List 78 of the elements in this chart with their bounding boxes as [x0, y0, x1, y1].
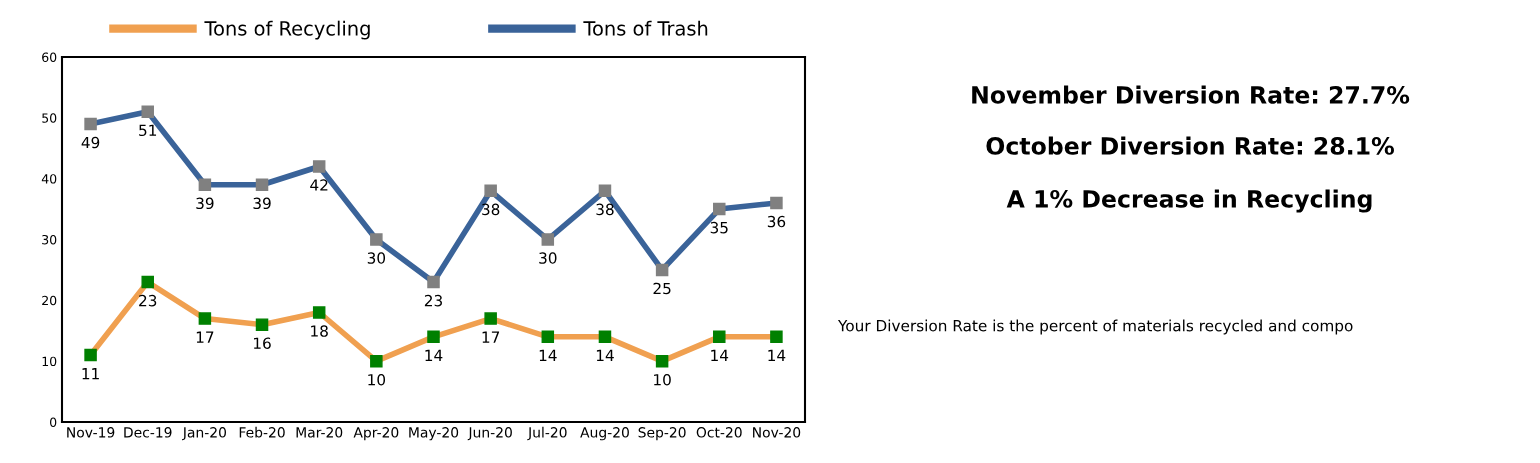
point: [427, 275, 440, 289]
point: [255, 178, 269, 192]
x-tick-label: Apr-20: [353, 427, 399, 441]
y-tick-label: 40: [41, 174, 57, 184]
legend-label: Tons of Recycling: [204, 20, 370, 40]
point: [484, 184, 497, 198]
data-label: 39: [253, 197, 271, 210]
point: [770, 196, 783, 210]
data-label: 36: [767, 215, 786, 228]
data-label: 10: [654, 373, 671, 386]
data-label: 14: [711, 349, 729, 361]
x-tick-label: Nov-19: [67, 427, 115, 438]
data-label: 10: [368, 373, 386, 386]
point: [198, 312, 212, 325]
text: Your Diversion Rate is the percent of materials recycled and compo: [837, 319, 1353, 335]
data-label: 14: [768, 349, 786, 361]
data-label: 51: [139, 124, 157, 137]
data-label: 42: [310, 179, 328, 191]
point: [484, 312, 497, 325]
point: [255, 318, 269, 331]
point: [598, 184, 612, 198]
point: [370, 354, 383, 368]
point: [141, 275, 154, 289]
x-tick-label: Jul-20: [527, 426, 567, 441]
legend-label: Tons of Trash: [583, 20, 708, 36]
y-tick-label: 30: [42, 234, 57, 245]
data-label: 35: [710, 221, 728, 234]
text: November Diversion Rate: 27.7%: [972, 85, 1410, 104]
y-tick-label: 0: [50, 417, 57, 427]
data-label: 11: [82, 368, 99, 380]
point: [713, 202, 726, 216]
y-tick-label: 20: [42, 295, 57, 306]
point: [541, 330, 555, 344]
data-label: 38: [482, 203, 500, 216]
data-label: 23: [139, 294, 157, 307]
point: [370, 233, 383, 246]
data-label: 49: [81, 136, 100, 149]
point: [770, 330, 783, 344]
point: [141, 105, 154, 119]
data-label: 16: [254, 337, 271, 349]
point: [198, 178, 212, 192]
x-tick-label: May-20: [409, 427, 459, 441]
data-label: 17: [482, 331, 500, 343]
x-tick-label: Nov-20: [753, 427, 801, 438]
x-tick-label: Feb-20: [239, 426, 285, 438]
point: [312, 160, 326, 173]
point: [655, 354, 669, 368]
point: [84, 117, 97, 131]
y-tick-label: 10: [42, 356, 57, 367]
point: [312, 306, 326, 319]
data-label: 30: [367, 252, 386, 264]
x-tick-label: Sep-20: [638, 427, 686, 441]
point: [655, 263, 669, 277]
x-tick-label: Oct-20: [696, 427, 742, 438]
x-tick-label: Jan-20: [182, 427, 227, 441]
y-tick-label: 60: [42, 52, 57, 62]
x-tick-label: Jun-20: [467, 427, 512, 441]
data-label: 39: [196, 197, 214, 210]
point: [598, 330, 612, 344]
point: [84, 348, 97, 362]
data-label: 23: [424, 294, 442, 307]
y-tick-label: 50: [42, 113, 57, 123]
data-label: 17: [196, 331, 214, 343]
data-label: 14: [596, 349, 614, 361]
x-tick-label: Aug-20: [580, 427, 629, 441]
point: [713, 330, 726, 344]
data-label: 14: [539, 349, 557, 361]
point: [541, 233, 555, 246]
x-tick-label: Dec-19: [124, 427, 172, 438]
data-label: 14: [425, 349, 443, 361]
data-label: 38: [596, 203, 614, 216]
text: October Diversion Rate: 28.1%: [986, 136, 1394, 155]
data-label: 30: [539, 252, 557, 264]
data-label: 18: [311, 325, 328, 337]
text: A 1% Decrease in Recycling: [1006, 189, 1372, 213]
data-label: 25: [653, 282, 671, 295]
x-tick-label: Mar-20: [296, 427, 343, 438]
point: [427, 330, 440, 344]
